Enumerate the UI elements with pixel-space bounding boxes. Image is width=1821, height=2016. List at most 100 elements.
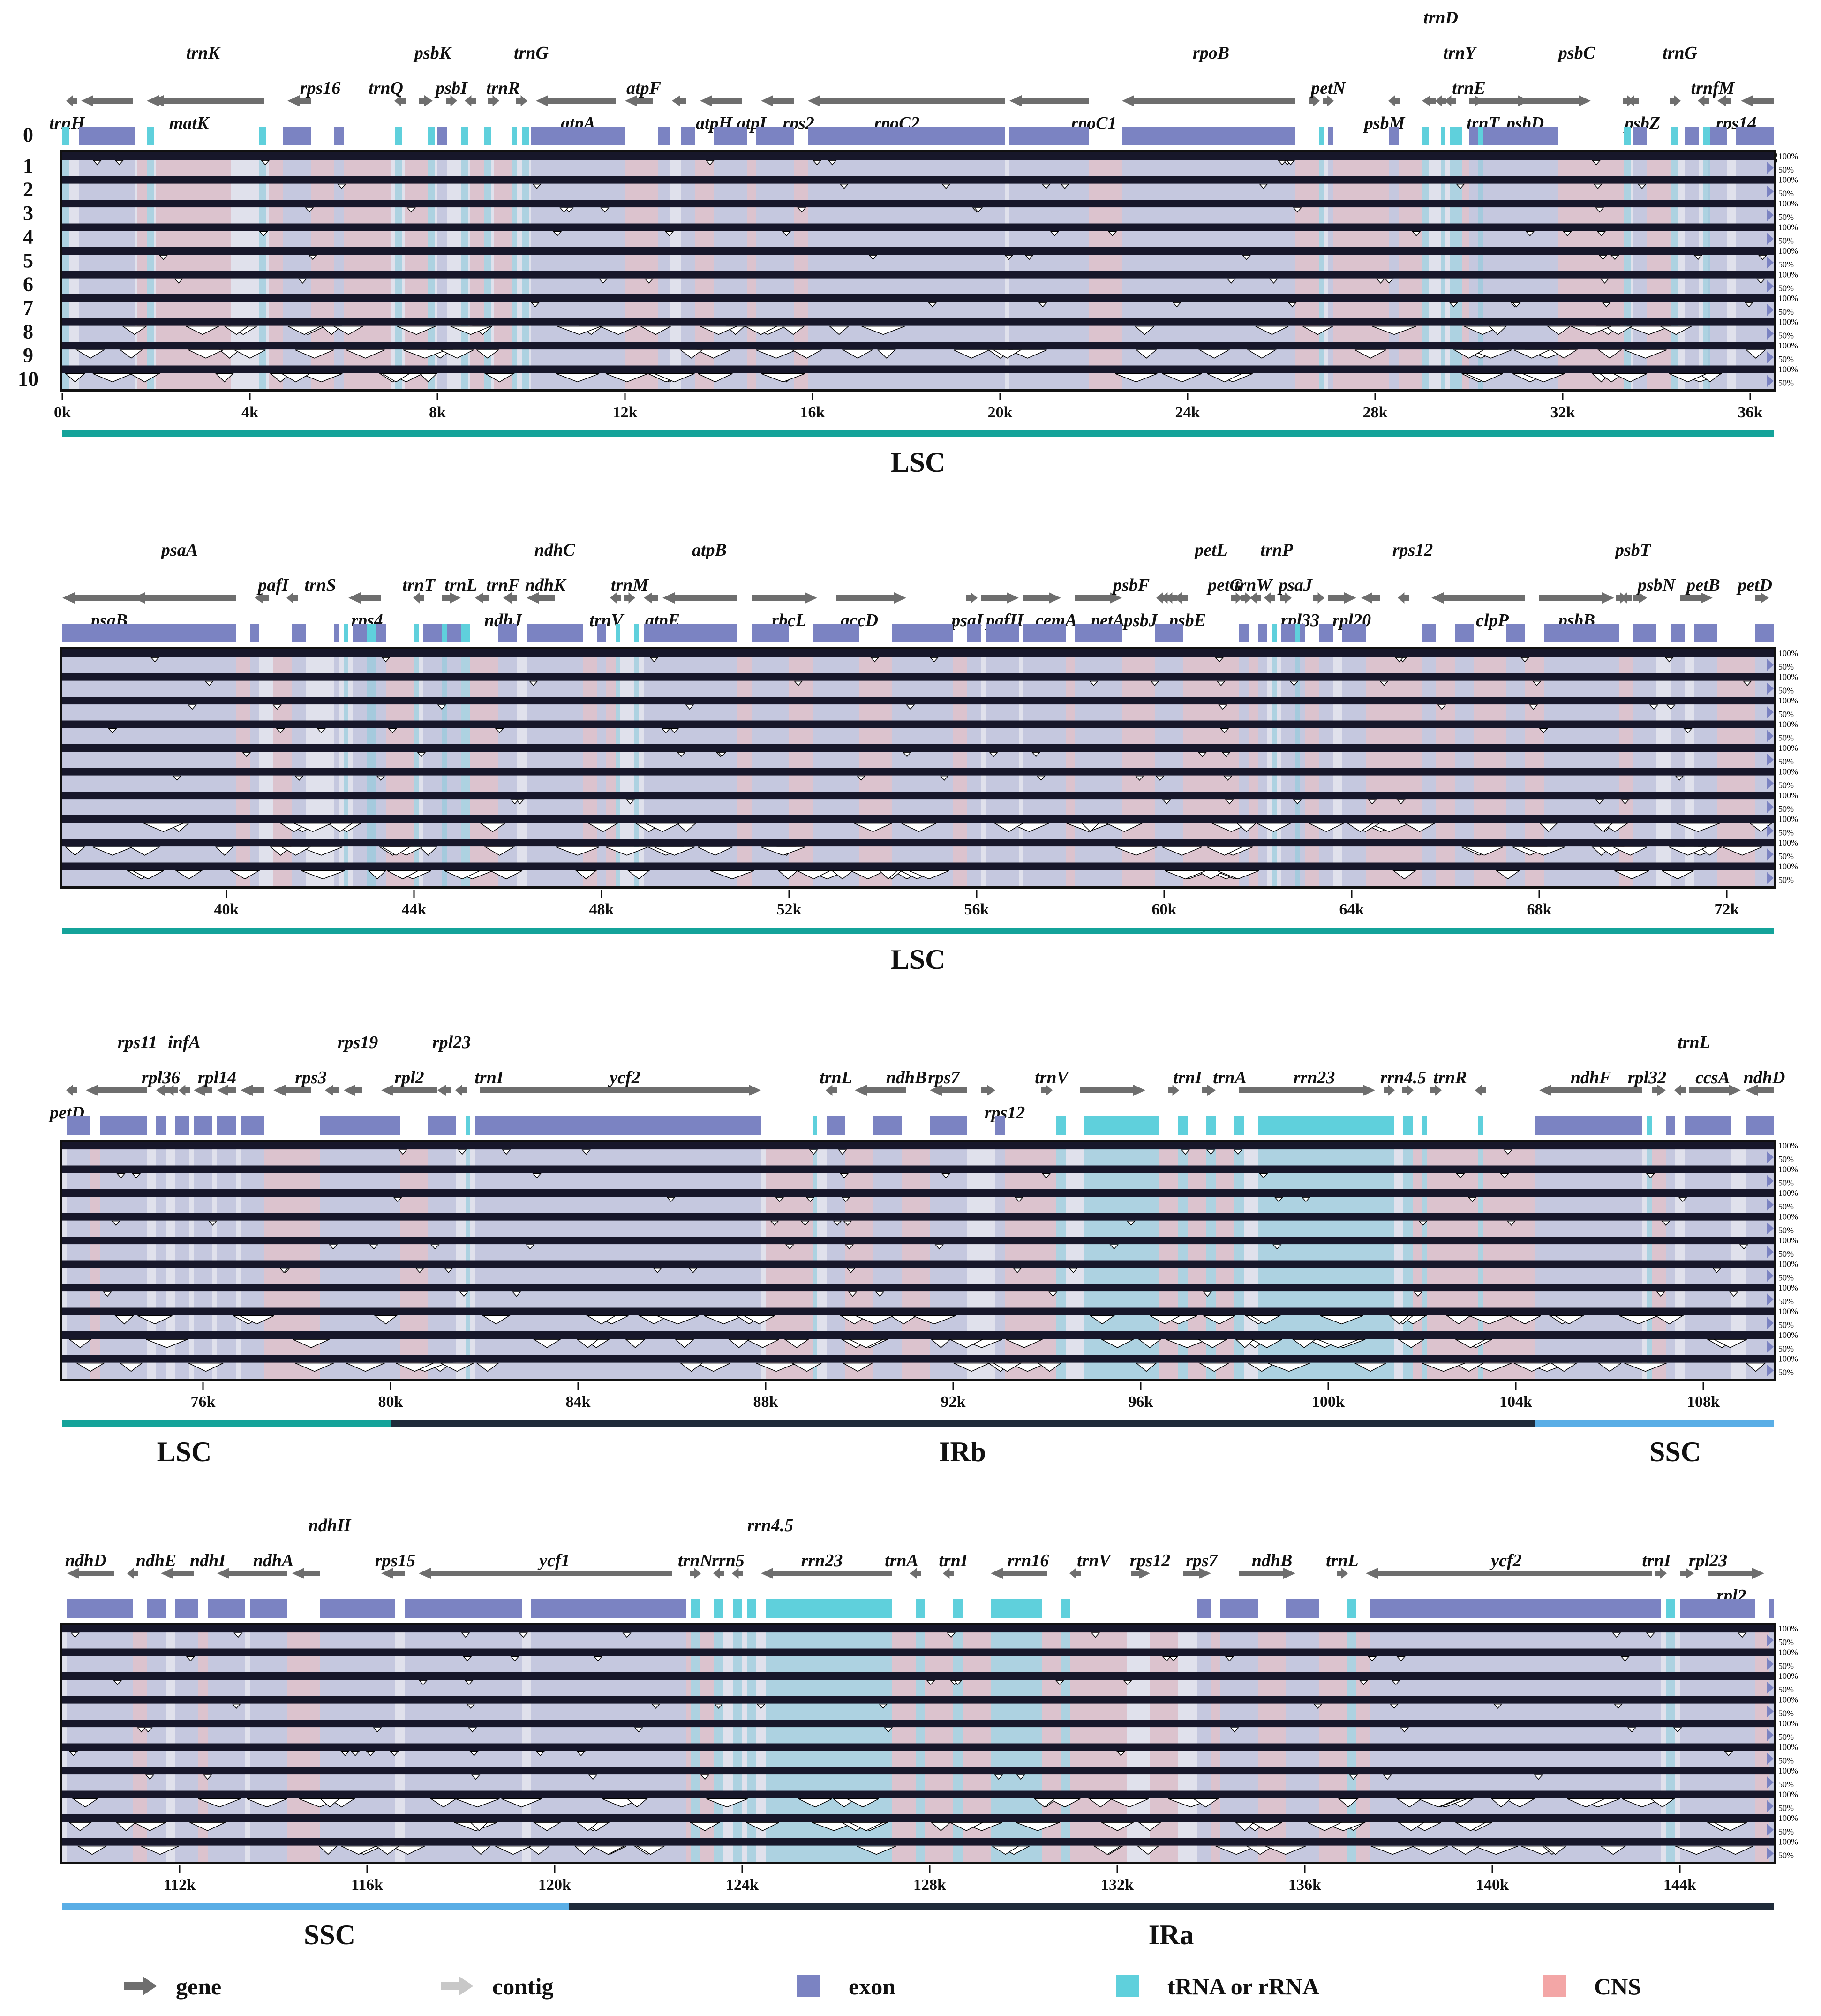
gene-arrow: [624, 592, 635, 604]
identity-row: [62, 657, 1774, 673]
exon-block: [1769, 1599, 1774, 1618]
identity-dip: [930, 1822, 951, 1831]
identity-dip: [92, 160, 102, 166]
gene-arrow: [161, 1568, 194, 1579]
gene-label: rps16: [300, 78, 341, 98]
identity-row-separator: [62, 1696, 1774, 1704]
exon-block: [1009, 127, 1089, 145]
gene-arrow: [241, 1085, 264, 1096]
percent-label: 100%: [1778, 1141, 1798, 1150]
percent-label: 100%: [1778, 1837, 1798, 1847]
identity-dip: [1597, 1362, 1622, 1372]
tick-label: 56k: [964, 901, 989, 918]
exon-block: [995, 1116, 1005, 1135]
gene-arrow: [488, 95, 499, 106]
identity-dip: [878, 870, 898, 880]
identity-dip: [1669, 846, 1707, 856]
identity-dip: [653, 1268, 662, 1273]
identity-row: [62, 1173, 1774, 1189]
identity-dip: [991, 1845, 1020, 1855]
gene-label: psbJ: [1122, 611, 1158, 630]
identity-dip: [1236, 823, 1257, 832]
gene-arrow: [1698, 95, 1709, 106]
rna-block: [344, 624, 348, 642]
identity-dip: [1269, 278, 1279, 284]
identity-dip: [188, 1362, 224, 1372]
gene-arrow: [752, 592, 817, 604]
identity-dip: [1620, 1656, 1630, 1661]
exon-block: [175, 1599, 198, 1618]
identity-dip: [502, 1149, 511, 1155]
identity-dip: [1571, 325, 1611, 335]
gene-arrow: [1474, 95, 1530, 106]
identity-dip: [1743, 680, 1752, 686]
identity-dip: [1614, 870, 1649, 880]
gene-arrow: [1627, 95, 1639, 106]
identity-dip: [470, 1822, 489, 1831]
identity-dip: [782, 231, 791, 236]
identity-dip: [134, 1822, 166, 1831]
exon-block: [813, 624, 859, 642]
identity-dip: [175, 870, 203, 880]
identity-dip: [1267, 1362, 1310, 1372]
identity-dip: [587, 823, 619, 832]
percent-label: 100%: [1778, 672, 1798, 682]
gene-arrow: [855, 1085, 906, 1096]
gene-label: psbT: [1614, 540, 1652, 560]
gene-label: trnE: [1452, 78, 1486, 98]
identity-dip: [1372, 325, 1416, 335]
gene-label: ndhC: [534, 540, 575, 560]
identity-row-separator: [62, 271, 1774, 279]
identity-row-separator: [62, 744, 1774, 752]
gene-arrow: [1388, 95, 1400, 106]
identity-dip: [68, 1339, 92, 1348]
gene-label: ndhD: [65, 1551, 107, 1571]
identity-dip: [688, 1268, 698, 1273]
identity-dip: [744, 1315, 775, 1325]
identity-dip: [455, 1798, 500, 1808]
gene-label: trnF: [486, 575, 520, 595]
gene-arrow: [179, 1085, 190, 1096]
identity-row-separator: [62, 649, 1774, 657]
exon-block: [334, 624, 339, 642]
gene-arrow: [1337, 1568, 1348, 1579]
legend-swatch-rna: [1116, 1975, 1139, 1997]
gene-arrow: [81, 95, 133, 106]
identity-dip: [870, 657, 880, 663]
gene-arrow: [437, 1085, 451, 1096]
gene-arrow: [981, 1085, 995, 1096]
gene-label: trnA: [885, 1551, 918, 1571]
row-arrow-tip: [1767, 280, 1774, 292]
rna-block: [1403, 1116, 1413, 1135]
gene-arrow: [419, 95, 433, 106]
identity-dip: [1522, 373, 1565, 383]
identity-dip: [242, 752, 251, 757]
identity-dip: [1126, 1220, 1136, 1226]
identity-dip: [794, 680, 803, 686]
identity-dip: [1338, 1798, 1359, 1808]
percent-label: 50%: [1778, 1320, 1794, 1329]
gene-label: trnfM: [1691, 78, 1735, 98]
identity-dip: [1673, 1727, 1682, 1733]
identity-dip: [471, 1774, 481, 1780]
rna-block: [1478, 1116, 1483, 1135]
gene-arrow: [1435, 95, 1446, 106]
identity-dip: [1162, 799, 1172, 805]
identity-dip: [1036, 775, 1046, 781]
identity-dip: [1456, 1173, 1465, 1178]
identity-dip: [675, 1339, 695, 1348]
identity-dip: [1235, 1822, 1255, 1831]
row-label: 6: [23, 272, 33, 295]
identity-dip: [1745, 1362, 1766, 1372]
identity-row-separator: [62, 1790, 1774, 1798]
identity-dip: [208, 1220, 218, 1226]
gene-arrow: [1520, 95, 1591, 106]
identity-dip: [1165, 870, 1206, 880]
identity-dip: [223, 325, 249, 335]
identity-dip: [832, 1798, 856, 1808]
gene-label: rpl23: [1689, 1551, 1727, 1571]
identity-dip: [909, 870, 949, 880]
identity-dip: [941, 183, 951, 189]
gene-arrow: [1361, 592, 1380, 604]
identity-dip: [1227, 278, 1236, 284]
